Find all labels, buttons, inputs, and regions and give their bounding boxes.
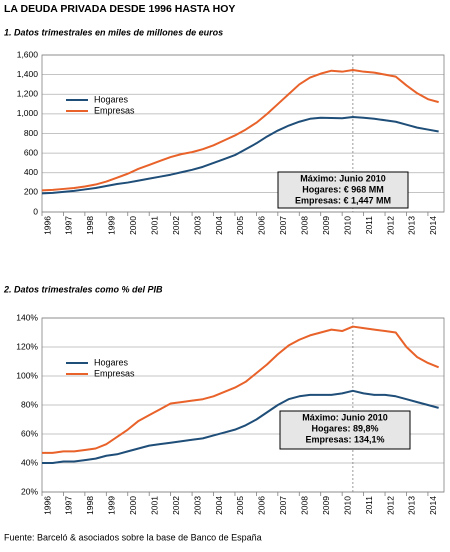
y-tick-label: 40% bbox=[21, 457, 38, 467]
chart-title: 1. Datos trimestrales en miles de millon… bbox=[4, 27, 223, 37]
y-tick-label: 200 bbox=[24, 187, 38, 197]
x-tick-label: 2006 bbox=[257, 216, 267, 235]
y-tick-label: 80% bbox=[21, 399, 38, 409]
x-tick-label: 2004 bbox=[214, 496, 224, 515]
legend-label: Hogares bbox=[94, 357, 129, 367]
legend-label: Hogares bbox=[94, 94, 129, 104]
x-tick-label: 1997 bbox=[64, 496, 74, 515]
y-tick-label: 1,600 bbox=[17, 49, 39, 59]
y-tick-label: 400 bbox=[24, 167, 38, 177]
x-tick-label: 1999 bbox=[107, 216, 117, 235]
annotation-text: Empresas: 134,1% bbox=[305, 434, 384, 444]
x-tick-label: 2001 bbox=[149, 496, 159, 515]
x-tick-label: 2005 bbox=[235, 216, 245, 235]
x-tick-label: 2009 bbox=[321, 216, 331, 235]
y-tick-label: 120% bbox=[16, 341, 38, 351]
x-tick-label: 2011 bbox=[364, 496, 374, 515]
annotation-text: Hogares: 89,8% bbox=[311, 423, 378, 433]
x-tick-label: 2000 bbox=[128, 216, 138, 235]
x-tick-label: 2012 bbox=[385, 496, 395, 515]
x-tick-label: 1998 bbox=[85, 496, 95, 515]
x-tick-label: 2005 bbox=[235, 496, 245, 515]
x-tick-label: 2003 bbox=[192, 496, 202, 515]
x-tick-label: 1996 bbox=[42, 216, 52, 235]
x-tick-label: 1996 bbox=[42, 496, 52, 515]
y-tick-label: 60% bbox=[21, 428, 38, 438]
y-tick-label: 800 bbox=[24, 128, 38, 138]
x-tick-label: 2014 bbox=[428, 496, 438, 515]
y-tick-label: 140% bbox=[16, 312, 38, 322]
y-tick-label: 0 bbox=[33, 206, 38, 216]
x-tick-label: 1999 bbox=[107, 496, 117, 515]
y-tick-label: 20% bbox=[21, 486, 38, 496]
x-tick-label: 2003 bbox=[192, 216, 202, 235]
x-tick-label: 2010 bbox=[342, 496, 352, 515]
y-tick-label: 1,200 bbox=[17, 89, 39, 99]
x-tick-label: 2008 bbox=[300, 216, 310, 235]
legend-label: Empresas bbox=[94, 368, 135, 378]
annotation-box bbox=[279, 410, 411, 450]
chart-title: 2. Datos trimestrales como % del PIB bbox=[3, 284, 163, 294]
annotation-text: Máximo: Junio 2010 bbox=[302, 412, 388, 422]
x-tick-label: 1998 bbox=[85, 216, 95, 235]
x-tick-label: 2012 bbox=[385, 216, 395, 235]
data-line bbox=[41, 69, 439, 192]
annotation-text: Hogares: € 968 MM bbox=[302, 184, 384, 194]
x-tick-label: 2006 bbox=[257, 496, 267, 515]
x-tick-label: 2009 bbox=[321, 496, 331, 515]
x-tick-label: 2013 bbox=[407, 216, 417, 235]
x-tick-label: 2002 bbox=[171, 216, 181, 235]
plot-frame bbox=[41, 317, 445, 493]
source: Fuente: Barceló & asociados sobre la bas… bbox=[4, 532, 262, 542]
data-line bbox=[41, 116, 439, 195]
annotation-box bbox=[277, 171, 409, 209]
annotation-text: Máximo: Junio 2010 bbox=[300, 173, 386, 183]
x-tick-label: 2000 bbox=[128, 496, 138, 515]
x-tick-label: 2014 bbox=[428, 216, 438, 235]
data-line bbox=[42, 389, 439, 464]
legend-label: Empresas bbox=[94, 105, 135, 115]
y-tick-label: 600 bbox=[24, 147, 38, 157]
page-title: LA DEUDA PRIVADA DESDE 1996 HASTA HOY bbox=[4, 3, 235, 15]
y-tick-label: 1,400 bbox=[17, 69, 39, 79]
x-tick-label: 2008 bbox=[300, 496, 310, 515]
x-tick-label: 2011 bbox=[364, 216, 374, 235]
data-line bbox=[42, 325, 440, 454]
y-tick-label: 1,000 bbox=[17, 108, 39, 118]
x-tick-label: 2010 bbox=[342, 216, 352, 235]
x-tick-label: 1997 bbox=[64, 216, 74, 235]
annotation-text: Empresas: € 1,447 MM bbox=[295, 195, 391, 205]
x-tick-label: 2002 bbox=[171, 496, 181, 515]
x-tick-label: 2001 bbox=[149, 216, 159, 235]
x-tick-label: 2013 bbox=[407, 496, 417, 515]
x-tick-label: 2007 bbox=[278, 216, 288, 235]
y-tick-label: 100% bbox=[16, 370, 38, 380]
x-tick-label: 2004 bbox=[214, 216, 224, 235]
x-tick-label: 2007 bbox=[278, 496, 288, 515]
plot-frame bbox=[41, 54, 445, 213]
